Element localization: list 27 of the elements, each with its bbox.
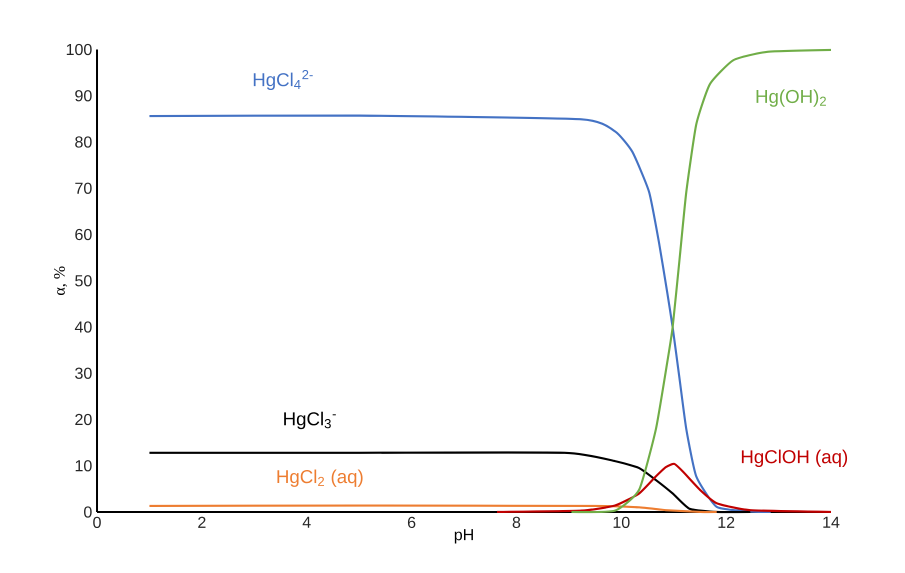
y-tick-label: 40 (74, 321, 92, 333)
y-tick-label: 80 (75, 136, 92, 148)
line-series (148, 504, 718, 514)
y-tick-label: 60 (75, 228, 92, 240)
x-tick-label: 0 (93, 516, 101, 528)
series-label: HgCl$_{2}$ (aq) (277, 470, 363, 487)
series-label: Hg(OH)$_{2}$ (756, 89, 826, 107)
x-tick-label: 10 (614, 516, 630, 528)
text: HgClOH (aq) (742, 450, 848, 468)
x-tick-label: 6 (408, 516, 416, 528)
y-tick-label: 50 (75, 275, 92, 286)
x-tick-label: 14 (823, 516, 840, 528)
y-tick-label: 90 (75, 90, 92, 102)
y-tick-label: 0 (84, 506, 92, 518)
y-tick-label: 100 (66, 44, 92, 56)
x-axis-title: pH (454, 529, 473, 544)
x-tick-label: 2 (198, 516, 206, 528)
y-tick-label: 20 (75, 414, 92, 426)
x-tick-label: 4 (302, 516, 311, 528)
x-tick-label: 12 (718, 516, 734, 528)
y-tick-label: 70 (75, 182, 92, 194)
y-tick-label: 30 (75, 368, 92, 379)
y-axis-title: α, % (54, 266, 68, 295)
x-tick-label: 8 (512, 516, 520, 528)
y-tick-label: 10 (76, 460, 92, 472)
series-label: HgCl$_{3}$- (284, 412, 336, 430)
series-label: HgCl$_{4}$2- (254, 70, 313, 90)
